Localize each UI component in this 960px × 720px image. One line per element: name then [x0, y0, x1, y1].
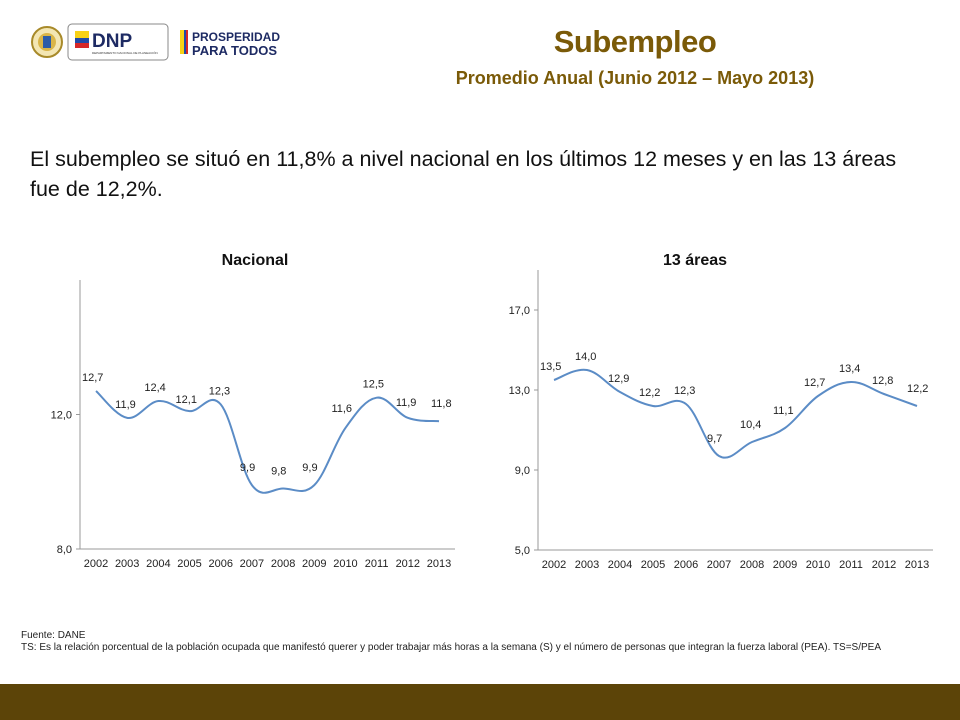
data-point [718, 455, 720, 457]
x-tick-label: 2008 [740, 559, 764, 571]
data-point [313, 484, 315, 486]
data-point [220, 403, 222, 405]
data-label: 11,9 [115, 399, 136, 411]
summary-text: El subempleo se situó en 11,8% a nivel n… [30, 147, 897, 201]
page-subtitle: Promedio Anual (Junio 2012 – Mayo 2013) [455, 68, 815, 88]
x-tick-label: 2007 [240, 558, 264, 570]
prosperidad-logo: PROSPERIDAD PARA TODOS [180, 30, 280, 58]
x-tick-label: 2007 [707, 559, 731, 571]
coat-of-arms-icon [31, 26, 63, 58]
data-point [817, 395, 819, 397]
x-tick-label: 2009 [773, 559, 797, 571]
data-point [619, 391, 621, 393]
data-point [126, 417, 128, 419]
data-point [553, 379, 555, 381]
data-label: 11,8 [431, 398, 452, 410]
footnote: Fuente: DANE TS: Es la relación porcentu… [21, 630, 921, 654]
y-tick-label: 9,0 [515, 465, 530, 477]
x-tick-label: 2005 [177, 558, 201, 570]
data-point [157, 400, 159, 402]
data-label: 9,8 [271, 465, 286, 477]
y-tick-label: 13,0 [509, 385, 530, 397]
data-point [189, 410, 191, 412]
x-tick-label: 2011 [365, 558, 389, 570]
x-tick-label: 2006 [674, 559, 698, 571]
data-label: 10,4 [740, 419, 761, 431]
x-tick-label: 2010 [806, 559, 830, 571]
data-label: 9,9 [240, 462, 255, 474]
y-tick-label: 17,0 [509, 305, 530, 317]
x-tick-label: 2002 [542, 559, 566, 571]
series-line [95, 390, 440, 494]
series-line [553, 368, 918, 459]
x-tick-label: 2006 [208, 558, 232, 570]
dnp-logo-text: DNP [92, 31, 132, 52]
chart-13-areas: 5,0 9,0 13,0 17,0 2002 2003 2004 2005 2006 2007 20… [509, 270, 933, 571]
data-label: 12,2 [907, 383, 928, 395]
data-point [438, 420, 440, 422]
data-label: 12,7 [82, 372, 103, 384]
dnp-logo-subtext: DEPARTAMENTO NACIONAL DE PLANEACIÓN [92, 50, 158, 55]
data-label: 12,9 [608, 373, 629, 385]
data-label: 12,1 [176, 394, 197, 406]
x-tick-label: 2004 [146, 558, 170, 570]
prosperidad-line1: PROSPERIDAD [192, 30, 280, 44]
data-point [251, 484, 253, 486]
chart-title-13-areas: 13 áreas [662, 252, 728, 269]
data-label: 12,4 [144, 382, 165, 394]
data-label: 12,3 [674, 385, 695, 397]
data-label: 9,7 [707, 433, 722, 445]
y-tick-label: 5,0 [515, 545, 530, 557]
data-point [850, 381, 852, 383]
x-tick-label: 2012 [396, 558, 420, 570]
data-point [376, 397, 378, 399]
data-label: 12,5 [363, 379, 384, 391]
footnote-definition: TS: Es la relación porcentual de la pobl… [21, 642, 882, 653]
data-point [685, 403, 687, 405]
data-label: 12,8 [872, 375, 893, 387]
data-point [586, 369, 588, 371]
data-label: 11,9 [396, 397, 417, 409]
page-title: Subempleo [553, 24, 717, 59]
x-tick-label: 2008 [271, 558, 295, 570]
data-point [883, 393, 885, 395]
footer-bar [0, 684, 960, 720]
data-point [282, 487, 284, 489]
y-tick-label: 8,0 [57, 544, 72, 556]
data-label: 13,4 [839, 363, 860, 375]
data-label: 12,3 [209, 385, 230, 397]
data-label: 14,0 [575, 351, 596, 363]
chart-title-nacional: Nacional [221, 252, 289, 269]
prosperidad-line2: PARA TODOS [192, 43, 277, 58]
data-point [652, 405, 654, 407]
data-label: 9,9 [302, 462, 317, 474]
x-tick-label: 2003 [115, 558, 139, 570]
footnote-source: Fuente: DANE [21, 630, 86, 641]
dnp-logo: DNP DEPARTAMENTO NACIONAL DE PLANEACIÓN [67, 23, 169, 61]
x-tick-label: 2009 [302, 558, 326, 570]
data-label: 11,1 [773, 405, 794, 417]
data-point [916, 405, 918, 407]
data-point [751, 441, 753, 443]
y-tick-label: 12,0 [51, 410, 72, 422]
x-tick-label: 2004 [608, 559, 632, 571]
chart-nacional: 8,0 12,0 2002 2003 2004 2005 2006 2007 2008 2009 2… [51, 280, 455, 570]
x-tick-label: 2005 [641, 559, 665, 571]
x-tick-label: 2011 [839, 559, 863, 571]
x-tick-label: 2013 [905, 559, 929, 571]
data-point [784, 427, 786, 429]
data-point [95, 390, 97, 392]
x-tick-label: 2002 [84, 558, 108, 570]
data-label: 11,6 [331, 403, 352, 415]
data-point [407, 417, 409, 419]
data-point [344, 427, 346, 429]
data-label: 13,5 [540, 361, 561, 373]
x-tick-label: 2013 [427, 558, 451, 570]
x-tick-label: 2012 [872, 559, 896, 571]
data-label: 12,2 [639, 387, 660, 399]
header-logos: DNP DEPARTAMENTO NACIONAL DE PLANEACIÓN … [31, 23, 280, 61]
x-tick-label: 2010 [333, 558, 357, 570]
data-label: 12,7 [804, 377, 825, 389]
x-tick-label: 2003 [575, 559, 599, 571]
